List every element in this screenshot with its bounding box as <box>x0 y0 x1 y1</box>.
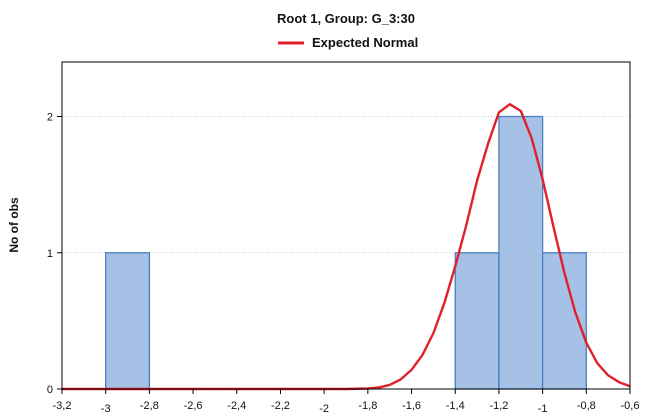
chart-title: Root 1, Group: G_3:30 <box>277 11 415 26</box>
x-tick-label-6: -2 <box>319 403 329 415</box>
histogram-bar-1 <box>454 252 500 390</box>
x-tick-label-0: -3,2 <box>53 400 72 412</box>
x-tick-label-5: -2,2 <box>271 400 290 412</box>
y-tick-label-2: 2 <box>47 112 53 124</box>
y-tick-label-1: 1 <box>47 248 53 260</box>
x-tick-label-9: -1,4 <box>446 400 465 412</box>
y-axis-ticks: 0 1 2 <box>47 112 62 396</box>
plot-frame <box>61 61 631 390</box>
x-tick-label-13: -0,6 <box>621 400 640 412</box>
x-tick-label-7: -1,8 <box>358 400 377 412</box>
bars <box>105 115 587 390</box>
x-tick-label-11: -1 <box>538 403 548 415</box>
y-tick-label-0: 0 <box>47 384 53 396</box>
legend-label-expected-normal: Expected Normal <box>312 35 418 50</box>
x-tick-label-12: -0,8 <box>577 400 596 412</box>
x-tick-label-10: -1,2 <box>489 400 508 412</box>
x-tick-label-2: -2,8 <box>140 400 159 412</box>
y-axis-label: No of obs <box>7 197 21 253</box>
x-tick-label-3: -2,6 <box>184 400 203 412</box>
x-tick-label-1: -3 <box>101 403 111 415</box>
histogram-bar-0 <box>105 252 151 390</box>
x-tick-label-8: -1,6 <box>402 400 421 412</box>
x-axis-ticks: -3,2 -3 -2,8 -2,6 -2,4 -2,2 -2 -1,8 -1,6 -1,4 -1,2… <box>53 389 640 415</box>
x-tick-label-4: -2,4 <box>227 400 246 412</box>
